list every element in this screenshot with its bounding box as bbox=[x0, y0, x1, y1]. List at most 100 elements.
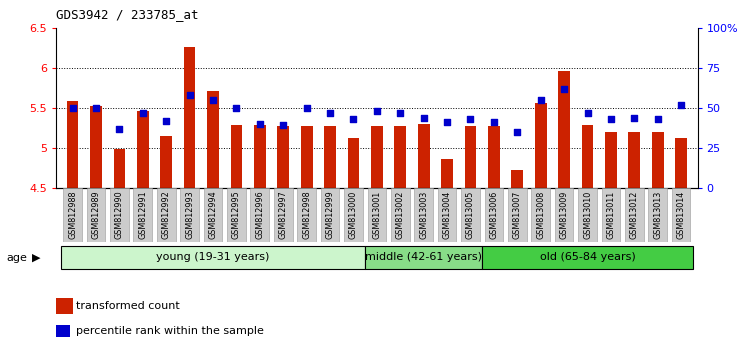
Bar bbox=[67, 101, 79, 188]
Text: GSM813004: GSM813004 bbox=[442, 190, 452, 239]
Bar bbox=[558, 70, 570, 188]
Text: age: age bbox=[6, 253, 27, 263]
Bar bbox=[184, 47, 196, 188]
Text: GSM812997: GSM812997 bbox=[279, 190, 288, 239]
Point bbox=[90, 105, 102, 111]
Point bbox=[136, 110, 148, 116]
Bar bbox=[301, 126, 313, 188]
Bar bbox=[180, 188, 199, 242]
Point bbox=[278, 123, 290, 129]
Text: GSM813007: GSM813007 bbox=[513, 190, 522, 239]
Point bbox=[581, 110, 593, 116]
Text: GSM812996: GSM812996 bbox=[255, 190, 264, 239]
Point bbox=[418, 115, 430, 120]
Bar bbox=[675, 138, 687, 188]
Bar bbox=[391, 188, 410, 242]
Text: GSM813008: GSM813008 bbox=[536, 190, 545, 239]
Bar bbox=[484, 188, 503, 242]
Bar bbox=[207, 91, 219, 188]
Bar bbox=[160, 136, 172, 188]
Text: GSM813001: GSM813001 bbox=[372, 190, 381, 239]
Point bbox=[207, 97, 219, 103]
Text: GSM812994: GSM812994 bbox=[209, 190, 218, 239]
Text: GSM812999: GSM812999 bbox=[326, 190, 334, 239]
Text: ▶: ▶ bbox=[32, 253, 40, 263]
Bar bbox=[418, 124, 430, 188]
Point bbox=[301, 105, 313, 111]
Text: middle (42-61 years): middle (42-61 years) bbox=[365, 252, 482, 262]
Text: GSM813012: GSM813012 bbox=[630, 190, 639, 239]
Text: percentile rank within the sample: percentile rank within the sample bbox=[76, 326, 264, 336]
Text: GSM812995: GSM812995 bbox=[232, 190, 241, 239]
Bar bbox=[134, 188, 152, 242]
Point bbox=[254, 121, 266, 127]
Bar bbox=[365, 246, 482, 269]
Text: GSM813002: GSM813002 bbox=[396, 190, 405, 239]
Point bbox=[488, 120, 500, 125]
Bar bbox=[321, 188, 340, 242]
Bar bbox=[465, 126, 476, 188]
Text: GSM812990: GSM812990 bbox=[115, 190, 124, 239]
Text: GSM812993: GSM812993 bbox=[185, 190, 194, 239]
Bar bbox=[251, 188, 269, 242]
Bar bbox=[605, 132, 616, 188]
Bar bbox=[438, 188, 457, 242]
Point bbox=[184, 92, 196, 98]
Text: GSM813010: GSM813010 bbox=[583, 190, 592, 239]
Text: GSM813000: GSM813000 bbox=[349, 190, 358, 239]
Bar bbox=[508, 188, 526, 242]
Bar bbox=[512, 170, 524, 188]
Bar bbox=[648, 188, 667, 242]
Point bbox=[441, 120, 453, 125]
Bar bbox=[230, 126, 242, 188]
Point bbox=[324, 110, 336, 116]
Bar bbox=[137, 111, 148, 188]
Point bbox=[535, 97, 547, 103]
Bar bbox=[90, 107, 102, 188]
Point bbox=[370, 108, 382, 114]
Bar bbox=[324, 126, 336, 188]
Bar bbox=[394, 126, 406, 188]
Point bbox=[558, 86, 570, 92]
Text: GSM813006: GSM813006 bbox=[490, 190, 499, 239]
Point bbox=[605, 116, 617, 122]
Bar bbox=[344, 188, 363, 242]
Bar bbox=[254, 126, 266, 188]
Point bbox=[628, 115, 640, 120]
Bar bbox=[204, 188, 223, 242]
Bar bbox=[482, 246, 693, 269]
Bar bbox=[113, 149, 125, 188]
Bar bbox=[368, 188, 386, 242]
Bar bbox=[227, 188, 246, 242]
Bar bbox=[278, 126, 289, 188]
Point bbox=[347, 116, 359, 122]
Point bbox=[512, 129, 524, 135]
Bar bbox=[110, 188, 129, 242]
Bar bbox=[87, 188, 106, 242]
Point bbox=[230, 105, 242, 111]
Text: GSM813014: GSM813014 bbox=[676, 190, 686, 239]
Text: transformed count: transformed count bbox=[76, 301, 180, 311]
Text: old (65-84 years): old (65-84 years) bbox=[540, 252, 635, 262]
Bar bbox=[441, 159, 453, 188]
Bar bbox=[652, 132, 664, 188]
Bar bbox=[274, 188, 292, 242]
Point bbox=[394, 110, 406, 116]
Text: GSM813011: GSM813011 bbox=[607, 190, 616, 239]
Bar bbox=[297, 188, 316, 242]
Text: GSM813009: GSM813009 bbox=[560, 190, 568, 239]
Bar bbox=[461, 188, 480, 242]
Bar bbox=[61, 246, 365, 269]
Bar bbox=[672, 188, 691, 242]
Text: GSM813005: GSM813005 bbox=[466, 190, 475, 239]
Point bbox=[113, 126, 125, 132]
Bar bbox=[582, 125, 593, 188]
Bar bbox=[347, 138, 359, 188]
Bar bbox=[414, 188, 433, 242]
Bar bbox=[555, 188, 574, 242]
Point bbox=[652, 116, 664, 122]
Bar bbox=[602, 188, 620, 242]
Bar bbox=[625, 188, 644, 242]
Text: GDS3942 / 233785_at: GDS3942 / 233785_at bbox=[56, 8, 199, 21]
Bar bbox=[157, 188, 176, 242]
